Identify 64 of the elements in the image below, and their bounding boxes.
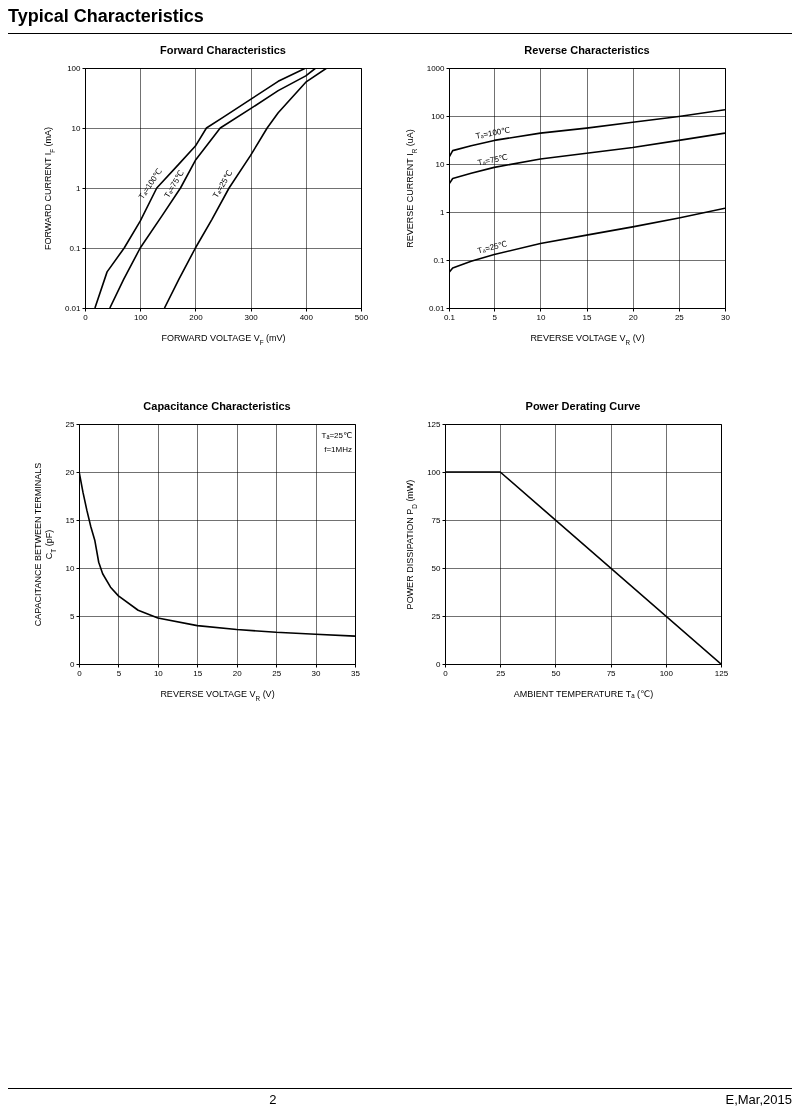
y-tick-label: 20 <box>65 467 76 477</box>
y-tick-label: 100 <box>431 111 446 121</box>
x-tick-label: 5 <box>116 668 122 678</box>
text: Typical Characteristics <box>8 6 792 34</box>
x-tick-label: 25 <box>674 312 685 322</box>
y-tick-label: 0.01 <box>64 303 82 313</box>
text: Tₐ=100℃ <box>474 125 511 141</box>
x-tick-label: 100 <box>134 312 148 322</box>
x-tick-label: 400 <box>299 312 314 322</box>
x-tick-label: 500 <box>354 312 369 322</box>
x-tick-label: 5 <box>492 312 498 322</box>
y-tick-label: 0 <box>70 659 76 669</box>
text: Tₐ=75℃ <box>476 152 509 168</box>
x-tick-label: 10 <box>536 312 546 322</box>
x-axis-title: REVERSE VOLTAGE V$_{R}$ (V) <box>530 332 645 345</box>
y-tick-label: 1 <box>440 207 446 217</box>
x-tick-label: 100 <box>659 668 674 678</box>
y-tick-label: 75 <box>431 515 442 525</box>
y-tick-label: 1000 <box>426 63 446 73</box>
y-tick-label: 0.1 <box>69 243 82 253</box>
x-axis-title: FORWARD VOLTAGE V$_{F}$ (mV) <box>161 332 286 345</box>
x-tick-label: 30 <box>311 668 322 678</box>
x-tick-label: 20 <box>628 312 639 322</box>
text: Tₐ=25℃ <box>476 239 509 256</box>
x-tick-label: 35 <box>351 668 361 678</box>
x-tick-label: 300 <box>244 312 259 322</box>
x-tick-label: 20 <box>232 668 243 678</box>
text: E,Mar,2015 <box>725 1092 792 1107</box>
x-tick-label: 25 <box>272 668 282 678</box>
y-tick-label: 10 <box>435 159 446 169</box>
x-axis-title: AMBIENT TEMPERATURE Tₐ (℃) <box>513 688 654 699</box>
y-tick-label: 125 <box>427 419 442 429</box>
x-tick-label: 10 <box>153 668 164 678</box>
x-tick-label: 30 <box>721 312 731 322</box>
y-tick-label: 0.1 <box>433 255 446 265</box>
chart-title: Forward Characteristics <box>160 44 286 56</box>
chart-title: Capacitance Characteristics <box>143 400 291 412</box>
y-tick-label: 10 <box>71 123 82 133</box>
x-axis-title: REVERSE VOLTAGE V$_{R}$ (V) <box>160 688 275 701</box>
y-tick-label: 5 <box>70 611 76 621</box>
y-tick-label: 100 <box>427 467 442 477</box>
annotation: f=1MHz <box>324 445 352 454</box>
annotation: Tₐ=25℃ <box>321 431 353 440</box>
y-tick-label: 10 <box>65 563 76 573</box>
chart-title: Power Derating Curve <box>525 400 641 412</box>
x-tick-label: 125 <box>714 668 729 678</box>
x-tick-label: 15 <box>193 668 203 678</box>
y-tick-label: 50 <box>431 563 442 573</box>
x-tick-label: 25 <box>496 668 506 678</box>
x-tick-label: 75 <box>606 668 617 678</box>
chart-title: Reverse Characteristics <box>524 44 650 56</box>
y-tick-label: 25 <box>65 419 76 429</box>
y-tick-label: 25 <box>431 611 442 621</box>
x-tick-label: 50 <box>551 668 561 678</box>
y-tick-label: 100 <box>67 63 82 73</box>
y-tick-label: 0.01 <box>428 303 446 313</box>
x-tick-label: 200 <box>189 312 204 322</box>
x-tick-label: 15 <box>582 312 593 322</box>
x-tick-label: 0.1 <box>443 312 456 322</box>
text: 2 <box>269 1092 277 1107</box>
y-tick-label: 15 <box>65 515 76 525</box>
x-tick-label: 0 <box>83 312 89 322</box>
y-tick-label: 1 <box>76 183 82 193</box>
y-tick-label: 0 <box>436 659 442 669</box>
